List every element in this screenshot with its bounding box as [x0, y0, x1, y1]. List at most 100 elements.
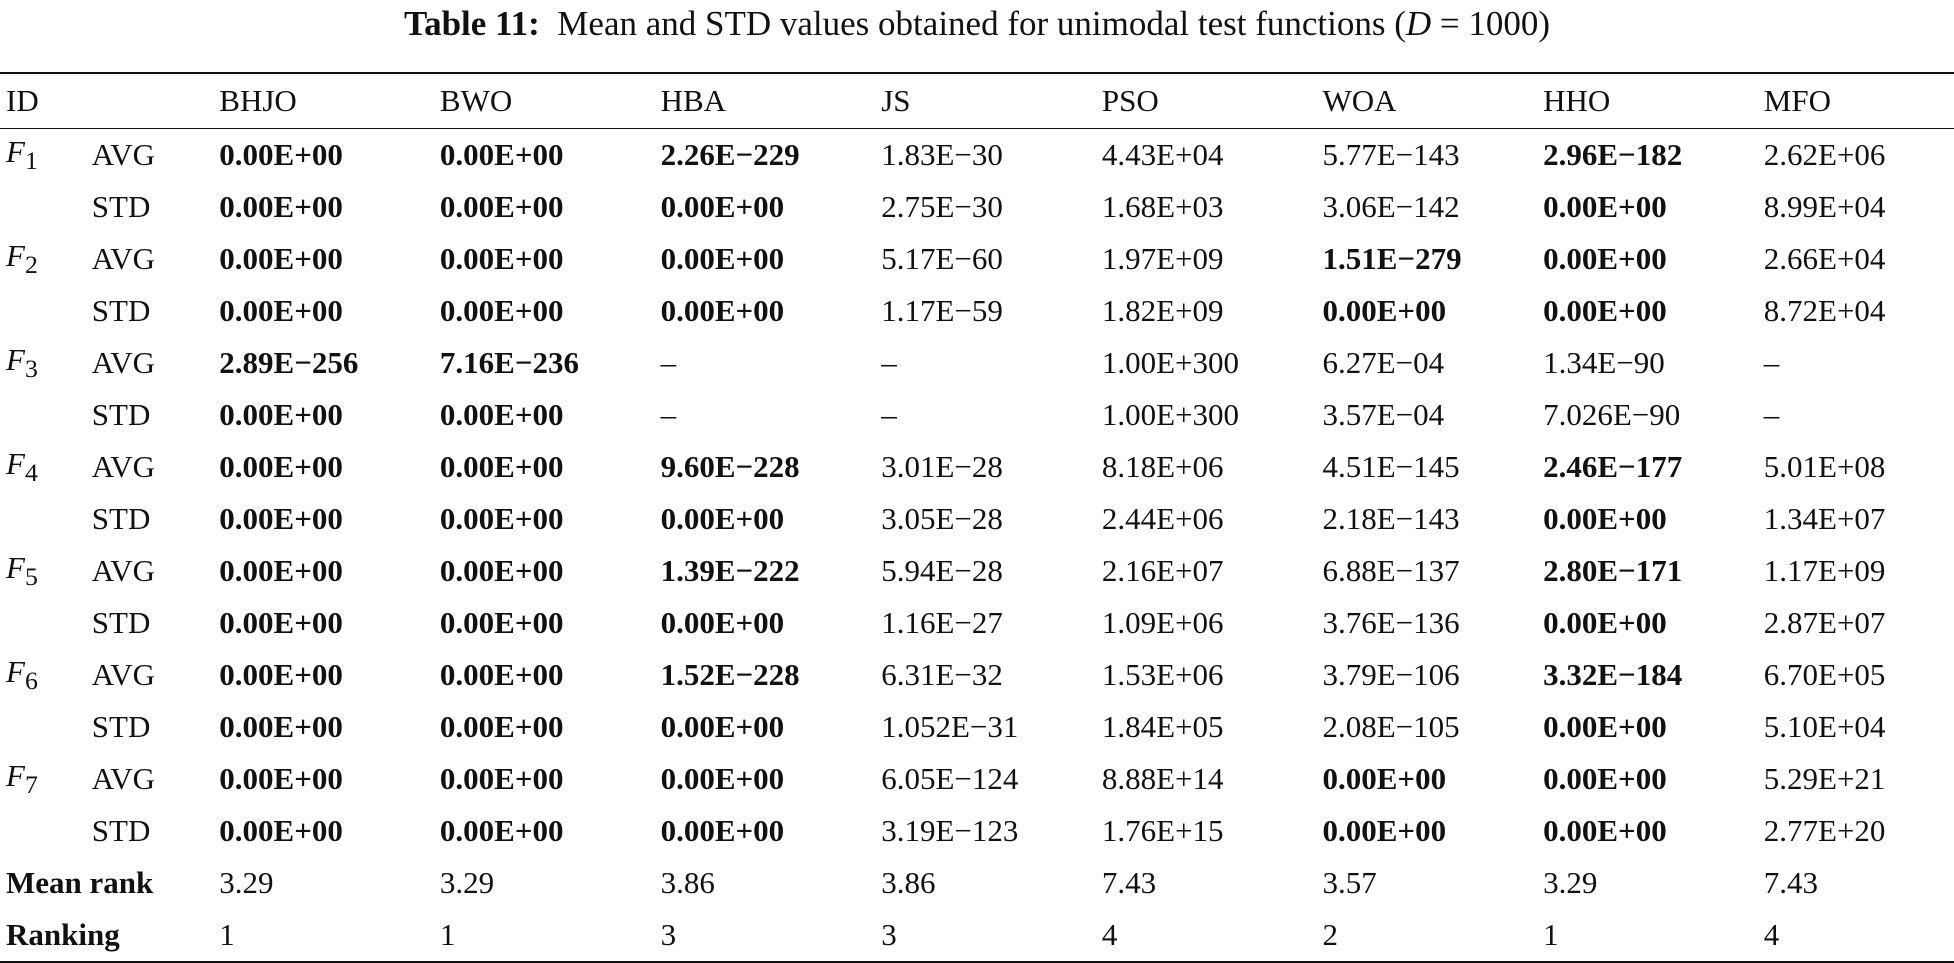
- function-id: [0, 285, 86, 337]
- caption-d-variable: D: [1405, 4, 1432, 43]
- table-cell: 5.10E+04: [1763, 709, 1886, 744]
- table-body: F1 AVG 0.00E+00 0.00E+00 2.26E−229 1.83E−30 4.…: [0, 129, 1954, 962]
- table-cell: 0.00E+00: [439, 657, 564, 692]
- table-cell: 3.06E−142: [1322, 189, 1460, 224]
- table-cell: 0.00E+00: [219, 293, 343, 328]
- function-id: F1: [0, 129, 86, 182]
- table-cell: 6.88E−137: [1322, 553, 1460, 588]
- function-id: [0, 597, 86, 649]
- table-cell: 4: [1763, 917, 1780, 952]
- table-cell: 3.19E−123: [881, 813, 1019, 848]
- table-cell: 1: [219, 917, 235, 952]
- table-cell: 0.00E+00: [439, 761, 564, 796]
- table-row: F6 AVG 0.00E+00 0.00E+00 1.52E−228 6.31E−32 1.…: [0, 649, 1954, 701]
- table-cell: 0.00E+00: [660, 293, 785, 328]
- table-cell: 2.62E+06: [1763, 137, 1886, 172]
- table-cell: 3: [660, 917, 677, 952]
- function-index: 4: [24, 458, 38, 488]
- table-cell: 2.80E−171: [1543, 553, 1683, 588]
- col-header: JS: [881, 83, 911, 118]
- table-cell: 3.29: [1543, 865, 1598, 900]
- table-cell: 0.00E+00: [219, 657, 343, 692]
- metric-label: STD: [91, 709, 151, 744]
- function-index: 7: [24, 770, 38, 800]
- table-cell: 1.09E+06: [1101, 605, 1224, 640]
- table-cell: –: [660, 345, 677, 380]
- table-cell: 0.00E+00: [660, 761, 785, 796]
- table-cell: 0.00E+00: [1322, 813, 1447, 848]
- table-cell: 0.00E+00: [1543, 293, 1667, 328]
- function-id: [0, 493, 86, 545]
- function-id: F7: [0, 753, 86, 805]
- metric-label: AVG: [91, 449, 155, 484]
- table-cell: 3.57: [1322, 865, 1377, 900]
- table-cell: 0.00E+00: [660, 241, 785, 276]
- metric-label: AVG: [91, 553, 155, 588]
- table-cell: 7.16E−236: [439, 345, 580, 380]
- function-id: F2: [0, 233, 86, 285]
- metric-label: AVG: [91, 345, 155, 380]
- metric-label: STD: [91, 293, 151, 328]
- metric-label: AVG: [91, 761, 155, 796]
- caption-label: Table 11:: [403, 4, 540, 43]
- function-symbol: F: [6, 653, 25, 689]
- table-row: STD 0.00E+00 0.00E+00 – – 1.00E+300 3.57E−04 7.…: [0, 389, 1954, 441]
- col-header: WOA: [1322, 83, 1397, 118]
- function-symbol: F: [6, 341, 25, 377]
- table-cell: 0.00E+00: [1322, 761, 1447, 796]
- table-cell: 0.00E+00: [219, 137, 343, 172]
- table-row: F5 AVG 0.00E+00 0.00E+00 1.39E−222 5.94E−28 2.…: [0, 545, 1954, 597]
- col-header: ID: [6, 83, 39, 118]
- table-cell: 8.99E+04: [1763, 189, 1886, 224]
- results-table: ID BHJO BWO HBA JS PSO WOA HHO MFO F1 AVG…: [0, 72, 1954, 963]
- metric-label: STD: [91, 605, 151, 640]
- table-cell: 5.94E−28: [881, 553, 1003, 588]
- col-header: HBA: [660, 83, 727, 118]
- table-cell: 3.57E−04: [1322, 397, 1445, 432]
- table-cell: 6.27E−04: [1322, 345, 1445, 380]
- table-row: STD 0.00E+00 0.00E+00 0.00E+00 1.052E−31 1.84…: [0, 701, 1954, 753]
- table-cell: 0.00E+00: [219, 241, 343, 276]
- table-cell: 0.00E+00: [219, 449, 343, 484]
- metric-label: STD: [91, 397, 151, 432]
- table-caption: Table 11: Mean and STD values obtained f…: [0, 4, 1954, 44]
- function-symbol: F: [6, 549, 25, 585]
- table-cell: 1.53E+06: [1101, 657, 1224, 692]
- table-row: STD 0.00E+00 0.00E+00 0.00E+00 1.17E−59 1.82E…: [0, 285, 1954, 337]
- table-cell: 4: [1101, 917, 1118, 952]
- table-cell: 0.00E+00: [219, 189, 343, 224]
- header-row: ID BHJO BWO HBA JS PSO WOA HHO MFO: [0, 73, 1954, 129]
- table-cell: 6.05E−124: [881, 761, 1019, 796]
- table-cell: 0.00E+00: [660, 709, 785, 744]
- table-cell: 2.66E+04: [1763, 241, 1886, 276]
- table-row: F4 AVG 0.00E+00 0.00E+00 9.60E−228 3.01E−28 8.…: [0, 441, 1954, 493]
- table-cell: 3.29: [219, 865, 274, 900]
- table-cell: 0.00E+00: [660, 605, 785, 640]
- table-row: STD 0.00E+00 0.00E+00 0.00E+00 3.05E−28 2.44E…: [0, 493, 1954, 545]
- table-cell: 3.76E−136: [1322, 605, 1460, 640]
- table-cell: 0.00E+00: [439, 449, 564, 484]
- table-cell: 3.05E−28: [881, 501, 1003, 536]
- table-cell: 0.00E+00: [219, 709, 343, 744]
- table-row: F7 AVG 0.00E+00 0.00E+00 0.00E+00 6.05E−124 8.…: [0, 753, 1954, 805]
- table-cell: 6.70E+05: [1763, 657, 1886, 692]
- function-id: F5: [0, 545, 86, 597]
- caption-text-end: = 1000): [1431, 4, 1551, 43]
- table-cell: 0.00E+00: [660, 189, 785, 224]
- metric-label: AVG: [91, 137, 155, 172]
- metric-label: STD: [91, 813, 151, 848]
- table-cell: 0.00E+00: [439, 241, 564, 276]
- table-cell: 2: [1322, 917, 1338, 952]
- table-cell: 8.72E+04: [1763, 293, 1886, 328]
- metric-label: AVG: [91, 241, 155, 276]
- table-cell: 2.44E+06: [1101, 501, 1224, 536]
- table-cell: 0.00E+00: [439, 189, 564, 224]
- table-cell: 1.00E+300: [1101, 345, 1240, 380]
- table-row: F1 AVG 0.00E+00 0.00E+00 2.26E−229 1.83E−30 4.…: [0, 129, 1954, 182]
- table-cell: 0.00E+00: [439, 501, 564, 536]
- table-cell: 2.77E+20: [1763, 813, 1886, 848]
- table-cell: 3.86: [881, 865, 936, 900]
- function-id: F6: [0, 649, 86, 701]
- table-cell: 2.08E−105: [1322, 709, 1460, 744]
- table-cell: 0.00E+00: [219, 553, 343, 588]
